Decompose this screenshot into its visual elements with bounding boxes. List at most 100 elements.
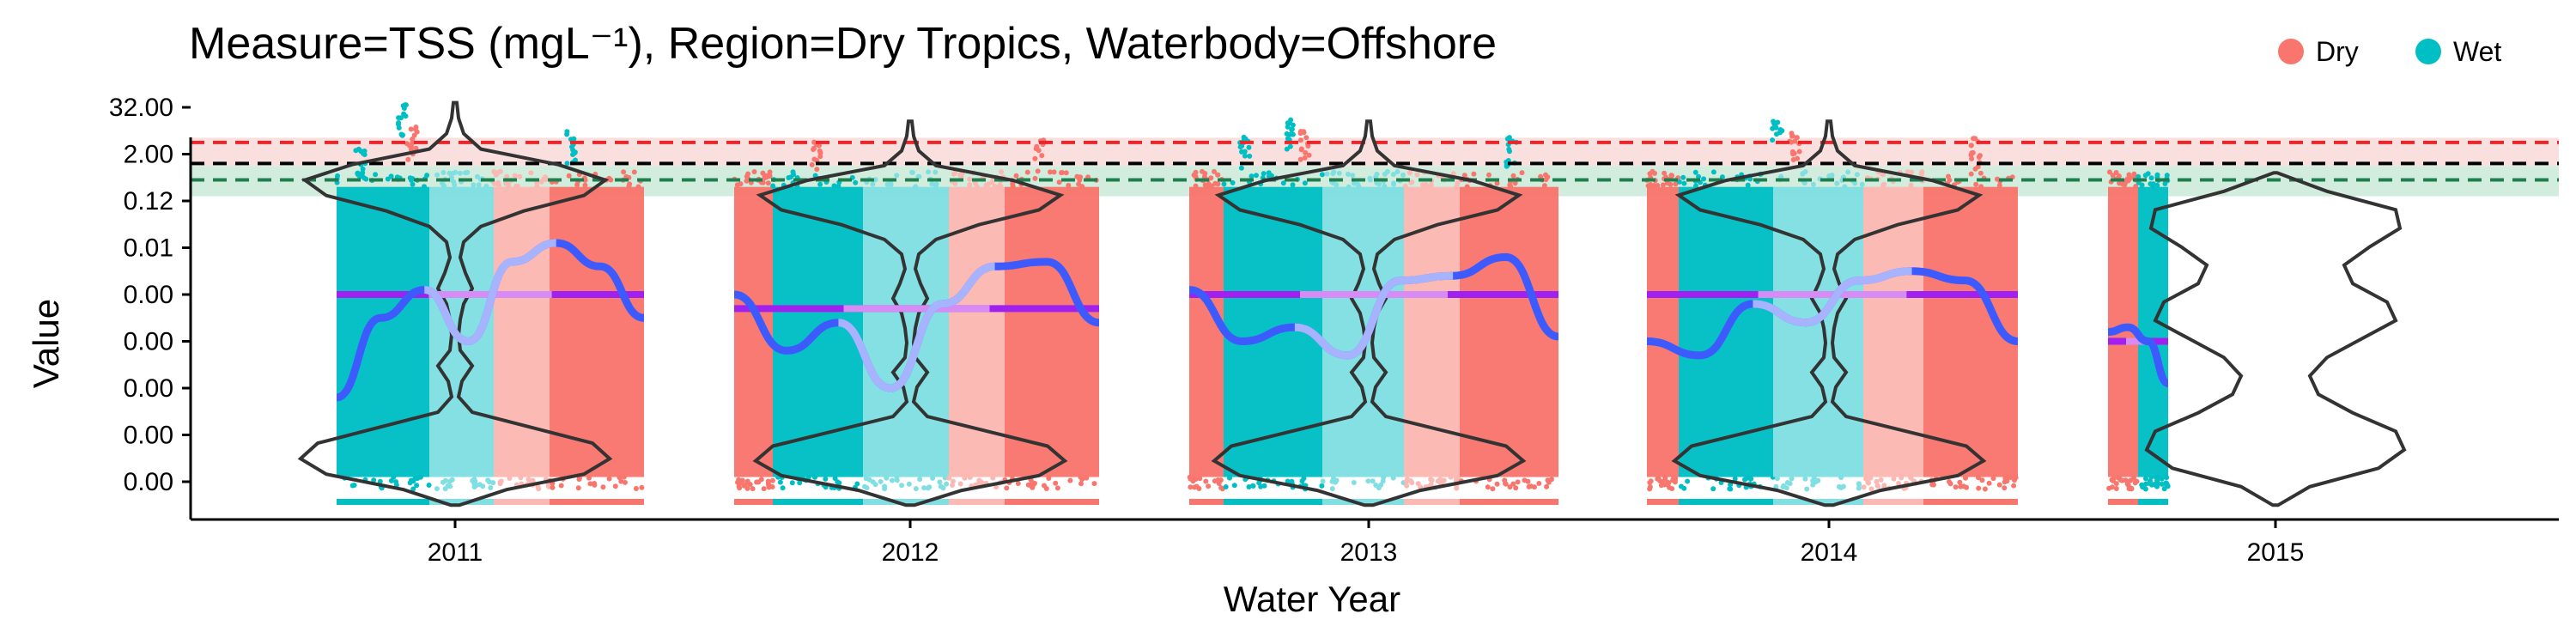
data-point — [485, 477, 491, 483]
data-point — [371, 477, 377, 483]
rug-2012-3 — [949, 499, 1005, 505]
data-point — [1507, 182, 1513, 188]
data-point — [1536, 481, 1542, 486]
outlier-point — [1302, 155, 1308, 161]
data-point — [2131, 171, 2137, 177]
data-point — [780, 485, 786, 491]
outlier-point — [398, 131, 404, 137]
data-point — [1490, 486, 1496, 492]
data-point — [2116, 173, 2122, 179]
data-point — [2142, 173, 2148, 179]
data-point — [872, 482, 878, 488]
outlier-point — [360, 166, 366, 172]
outlier-point — [1796, 149, 1802, 155]
data-point — [1774, 476, 1780, 482]
data-point — [2136, 173, 2142, 179]
data-point — [976, 477, 982, 483]
data-point — [1875, 483, 1881, 489]
data-point — [1056, 179, 1062, 185]
data-point — [1206, 183, 1212, 188]
x-tick-label: 2014 — [1801, 538, 1858, 567]
data-point — [1302, 180, 1308, 186]
data-point — [2119, 477, 2125, 483]
data-point — [576, 477, 582, 483]
data-point — [1042, 483, 1047, 489]
data-point — [440, 183, 447, 189]
data-point — [1696, 173, 1702, 179]
trend-line-light-2012 — [837, 262, 996, 392]
data-point — [1732, 476, 1738, 482]
x-tick-label: 2011 — [428, 538, 483, 567]
outlier-point — [1303, 149, 1309, 155]
outlier-point — [811, 145, 817, 151]
data-point — [1054, 485, 1060, 491]
data-point — [770, 183, 776, 189]
outlier-point — [1246, 144, 1252, 150]
rug-2014-3 — [1863, 499, 1923, 505]
outlier-point — [1297, 137, 1303, 143]
data-point — [909, 169, 915, 175]
data-point — [1662, 477, 1668, 483]
data-point — [1545, 477, 1551, 483]
data-point — [950, 483, 955, 488]
data-point — [1899, 475, 1905, 481]
data-block-2011-3 — [550, 186, 644, 477]
data-point — [1285, 478, 1291, 484]
data-point — [1852, 180, 1858, 186]
outlier-point — [572, 150, 578, 156]
outlier-point — [1970, 149, 1976, 155]
data-point — [528, 170, 534, 176]
data-point — [1647, 480, 1653, 485]
rug-2011-2 — [494, 499, 550, 505]
outlier-point — [412, 126, 418, 132]
data-point — [1346, 184, 1352, 190]
y-tick-label: 0.00 — [124, 281, 173, 309]
data-point — [1053, 480, 1059, 486]
data-point — [408, 177, 414, 183]
outlier-point — [814, 167, 820, 173]
data-point — [1494, 481, 1500, 487]
data-point — [2143, 476, 2148, 482]
data-point — [1334, 182, 1340, 188]
data-point — [831, 183, 837, 189]
data-point — [1692, 169, 1698, 175]
outlier-point — [1032, 155, 1038, 161]
data-point — [514, 183, 520, 189]
data-point — [1976, 485, 1982, 491]
legend-dry-swatch — [2278, 39, 2304, 64]
data-point — [1336, 170, 1342, 176]
data-point — [1676, 179, 1682, 185]
outlier-point — [1770, 137, 1776, 143]
data-block-2011-2 — [494, 186, 550, 477]
data-point — [1859, 181, 1865, 187]
data-point — [1512, 180, 1518, 186]
data-point — [545, 483, 551, 489]
trend-line-light-2013 — [1294, 271, 1454, 360]
data-point — [541, 176, 547, 182]
data-point — [1004, 485, 1010, 491]
data-point — [550, 484, 556, 490]
data-point — [1957, 479, 1963, 485]
outlier-point — [1773, 125, 1779, 131]
x-tick-label: 2015 — [2247, 538, 2305, 567]
data-point — [1212, 478, 1218, 484]
data-point — [1990, 476, 1996, 482]
data-point — [1258, 483, 1264, 489]
data-point — [1863, 476, 1868, 482]
data-point — [377, 478, 383, 484]
outlier-point — [817, 154, 823, 160]
data-point — [2127, 173, 2133, 179]
data-point — [938, 483, 944, 489]
data-point — [1079, 477, 1085, 483]
data-point — [1953, 484, 1959, 490]
data-point — [1078, 174, 1084, 180]
data-point — [1909, 169, 1915, 175]
data-point — [2110, 173, 2116, 179]
data-point — [606, 476, 612, 482]
data-point — [862, 483, 867, 489]
outlier-point — [1238, 165, 1244, 171]
data-point — [566, 173, 572, 179]
plot-area: 0.00 0.00 0.00 0.00 0.00 0.01 0.12 2.00 32.00 201… — [109, 94, 2559, 567]
data-point — [1881, 181, 1887, 187]
data-point — [926, 169, 932, 175]
